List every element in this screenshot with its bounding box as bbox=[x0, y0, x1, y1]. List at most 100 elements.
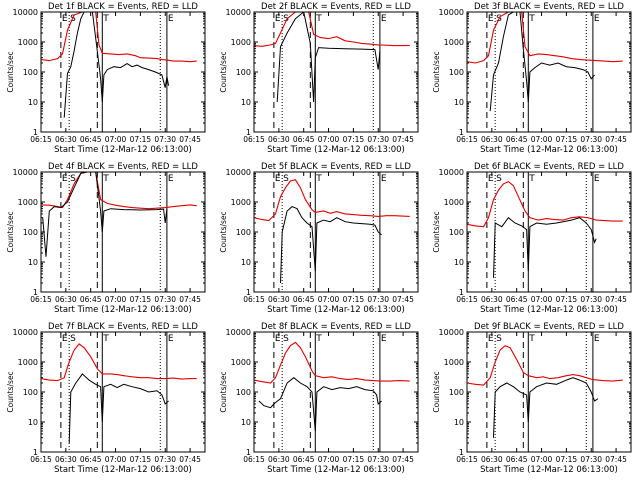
series-lld-line bbox=[467, 345, 623, 386]
plot-frame bbox=[466, 11, 632, 133]
y-axis-label: Counts/sec bbox=[6, 371, 15, 412]
marker-label: E bbox=[488, 174, 494, 184]
plot-frame bbox=[40, 171, 206, 293]
x-axis-label: Start Time (12-Mar-12 06:13:00) bbox=[267, 465, 405, 475]
y-tick-label: 1 bbox=[459, 128, 464, 137]
x-tick-label: 07:15 bbox=[130, 455, 152, 464]
x-tick-label: 06:45 bbox=[293, 455, 315, 464]
series-events-line bbox=[63, 12, 170, 118]
x-tick-label: 06:15 bbox=[456, 295, 478, 304]
panel-det-8: Det 8f BLACK = Events, RED = LLD 1 10 100 10… bbox=[219, 322, 419, 475]
x-tick-label: 07:30 bbox=[367, 455, 389, 464]
x-tick-label: 07:15 bbox=[556, 295, 578, 304]
y-tick-label: 1000 bbox=[444, 198, 464, 207]
panel-det-5: Det 5f BLACK = Events, RED = LLD 1 10 100 10… bbox=[219, 162, 419, 315]
x-tick-label: 07:00 bbox=[531, 295, 553, 304]
y-axis-label: Counts/sec bbox=[432, 371, 441, 412]
x-tick-label: 07:15 bbox=[343, 455, 365, 464]
marker-label: E bbox=[594, 334, 600, 344]
x-tick-label: 07:45 bbox=[392, 135, 414, 144]
y-tick-label: 100 bbox=[23, 228, 38, 237]
panel-title: Det 4f BLACK = Events, RED = LLD bbox=[48, 162, 198, 172]
series-events-line bbox=[276, 12, 381, 103]
marker-label: T bbox=[102, 174, 109, 184]
x-tick-label: 06:15 bbox=[30, 455, 52, 464]
x-axis-label: Start Time (12-Mar-12 06:13:00) bbox=[267, 145, 405, 155]
y-tick-label: 10000 bbox=[439, 168, 464, 177]
y-axis-label: Counts/sec bbox=[219, 211, 228, 252]
series-lld-line bbox=[41, 343, 197, 382]
y-tick-label: 1000 bbox=[18, 358, 38, 367]
plot-frame bbox=[253, 331, 419, 453]
marker-label: E bbox=[168, 174, 174, 184]
x-tick-label: 07:30 bbox=[154, 135, 176, 144]
marker-label: E bbox=[275, 174, 281, 184]
x-tick-label: 07:45 bbox=[392, 295, 414, 304]
marker-label: E bbox=[275, 334, 281, 344]
x-tick-label: 07:15 bbox=[556, 455, 578, 464]
marker-label: S bbox=[283, 14, 289, 24]
series-lld-line bbox=[254, 341, 410, 384]
marker-label: E bbox=[381, 174, 387, 184]
x-tick-label: 07:30 bbox=[367, 135, 389, 144]
x-tick-label: 06:30 bbox=[268, 135, 290, 144]
y-tick-label: 10 bbox=[454, 98, 464, 107]
y-tick-label: 1000 bbox=[18, 38, 38, 47]
x-axis-label: Start Time (12-Mar-12 06:13:00) bbox=[54, 145, 192, 155]
series-events-line bbox=[493, 377, 599, 438]
panel-det-2: Det 2f BLACK = Events, RED = LLD 1 10 100 10… bbox=[219, 2, 419, 155]
x-tick-label: 07:45 bbox=[392, 455, 414, 464]
x-tick-label: 07:30 bbox=[154, 455, 176, 464]
marker-label: E bbox=[168, 334, 174, 344]
x-tick-label: 07:00 bbox=[105, 455, 127, 464]
x-tick-label: 06:30 bbox=[481, 135, 503, 144]
y-tick-label: 1 bbox=[33, 128, 38, 137]
series-lld-line bbox=[254, 12, 410, 47]
x-tick-label: 07:30 bbox=[580, 135, 602, 144]
x-axis-label: Start Time (12-Mar-12 06:13:00) bbox=[267, 305, 405, 315]
marker-label: E bbox=[275, 14, 281, 24]
marker-label: S bbox=[283, 174, 289, 184]
x-tick-label: 06:15 bbox=[30, 295, 52, 304]
panel-title: Det 3f BLACK = Events, RED = LLD bbox=[474, 2, 624, 12]
marker-label: E bbox=[488, 14, 494, 24]
x-tick-label: 07:15 bbox=[343, 295, 365, 304]
y-tick-label: 1 bbox=[459, 448, 464, 457]
y-tick-label: 10 bbox=[454, 418, 464, 427]
x-tick-label: 07:15 bbox=[556, 135, 578, 144]
y-tick-label: 10000 bbox=[439, 328, 464, 337]
y-tick-label: 10000 bbox=[226, 168, 251, 177]
marker-label: S bbox=[70, 174, 76, 184]
x-tick-label: 07:00 bbox=[318, 455, 340, 464]
marker-label: S bbox=[70, 14, 76, 24]
x-tick-label: 06:15 bbox=[30, 135, 52, 144]
y-tick-label: 1000 bbox=[444, 38, 464, 47]
x-tick-label: 06:45 bbox=[293, 295, 315, 304]
panel-title: Det 5f BLACK = Events, RED = LLD bbox=[261, 162, 411, 172]
y-tick-label: 100 bbox=[236, 388, 251, 397]
marker-label: E bbox=[168, 14, 174, 24]
plot-frame bbox=[466, 171, 632, 293]
x-tick-label: 06:15 bbox=[456, 135, 478, 144]
marker-label: T bbox=[102, 14, 109, 24]
x-tick-label: 06:30 bbox=[55, 455, 77, 464]
x-tick-label: 06:45 bbox=[506, 295, 528, 304]
marker-label: E bbox=[594, 174, 600, 184]
y-tick-label: 1 bbox=[246, 288, 251, 297]
y-tick-label: 100 bbox=[236, 228, 251, 237]
x-tick-label: 06:45 bbox=[80, 455, 102, 464]
y-tick-label: 1 bbox=[33, 448, 38, 457]
series-events-line bbox=[489, 12, 595, 112]
panel-det-4: Det 4f BLACK = Events, RED = LLD 1 10 100 10… bbox=[6, 162, 206, 315]
y-tick-label: 10 bbox=[241, 418, 251, 427]
y-tick-label: 1000 bbox=[231, 38, 251, 47]
marker-label: E bbox=[381, 334, 387, 344]
x-tick-label: 07:30 bbox=[580, 295, 602, 304]
y-tick-label: 1000 bbox=[231, 358, 251, 367]
x-tick-label: 07:15 bbox=[130, 135, 152, 144]
x-tick-label: 07:00 bbox=[318, 135, 340, 144]
y-axis-label: Counts/sec bbox=[219, 51, 228, 92]
marker-label: T bbox=[528, 334, 535, 344]
x-tick-label: 07:45 bbox=[605, 455, 627, 464]
